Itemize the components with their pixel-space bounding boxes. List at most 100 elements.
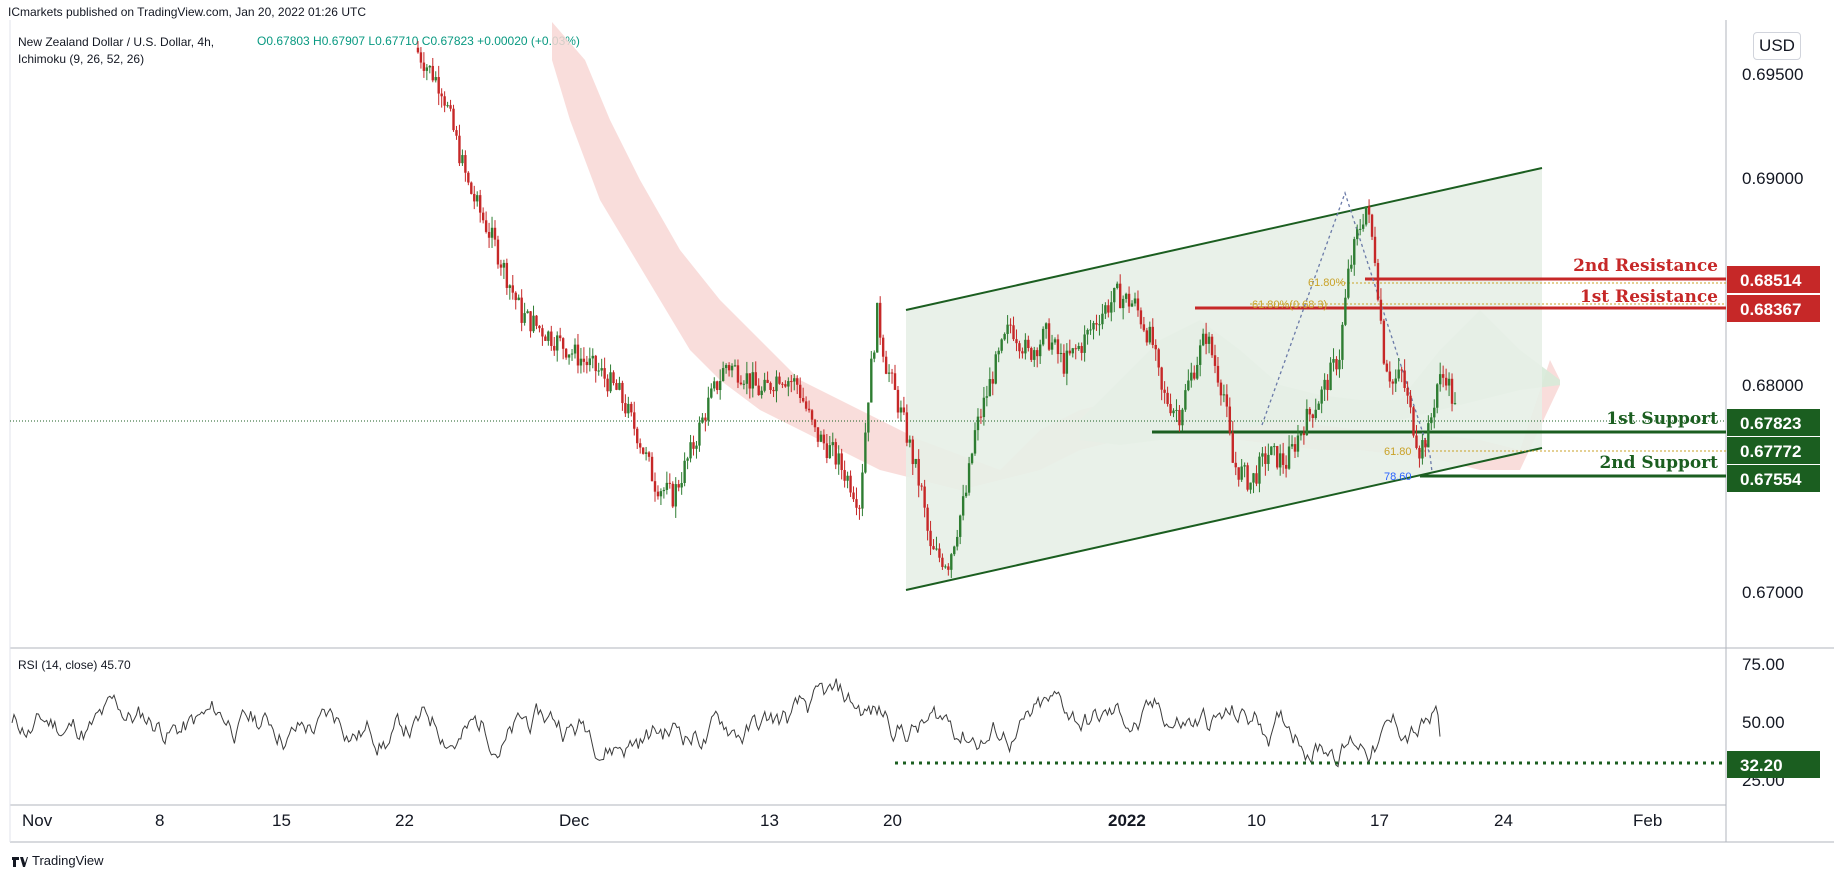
indicator-name: Ichimoku (9, 26, 52, 26): [18, 52, 145, 66]
time-tick-10: 10: [1247, 811, 1266, 830]
candle-body: [1041, 328, 1045, 345]
candle-body: [484, 220, 488, 232]
candle-body: [1000, 339, 1003, 351]
candle-body: [473, 193, 476, 202]
candle-body: [1086, 329, 1089, 335]
candle-body: [793, 378, 796, 382]
candle-body: [564, 348, 568, 358]
candle-body: [1169, 403, 1172, 414]
candle-body: [1207, 336, 1211, 344]
support-1b-badge: [1727, 437, 1820, 464]
candle-body: [757, 385, 760, 396]
candle-body: [1412, 407, 1415, 436]
candle-body: [1210, 336, 1214, 356]
symbol-info: New Zealand Dollar / U.S. Dollar, 4h, Ic…: [18, 34, 214, 68]
candle-body: [662, 489, 666, 492]
candle-body: [520, 297, 523, 323]
candle-body: [455, 130, 458, 136]
candle-body: [1415, 435, 1418, 448]
candle-body: [1148, 326, 1152, 343]
candle-body: [1246, 465, 1249, 490]
candle-body: [538, 325, 541, 329]
time-tick-22: 22: [395, 811, 414, 830]
candle-body: [704, 417, 707, 421]
candle-body: [1065, 350, 1069, 374]
candle-body: [870, 358, 873, 403]
candle-body: [1264, 453, 1267, 464]
candle-body: [1391, 381, 1394, 384]
candle-body: [716, 381, 719, 391]
candle-body: [905, 412, 909, 443]
candle-body: [594, 355, 597, 372]
candle-body: [1409, 395, 1412, 408]
candle-body: [1453, 403, 1457, 405]
candle-body: [724, 365, 728, 369]
candle-body: [1424, 440, 1427, 448]
time-tick-nov: Nov: [22, 811, 53, 830]
candle-body: [1116, 283, 1119, 288]
candle-body: [929, 530, 932, 547]
candle-body: [683, 460, 686, 483]
candle-body: [481, 212, 485, 221]
channel-upper-line: [905, 167, 1543, 311]
candle-body: [680, 482, 683, 488]
candle-body: [947, 566, 950, 570]
tradingview-logo-icon: [12, 856, 28, 867]
candle-body: [1098, 324, 1101, 326]
candle-body: [1038, 344, 1042, 357]
candle-body: [769, 382, 772, 390]
candle-body: [1329, 362, 1332, 391]
candle-body: [1450, 378, 1454, 404]
candle-body: [763, 379, 766, 391]
candle-body: [1234, 462, 1237, 468]
candle-body: [570, 353, 574, 355]
candle-body: [914, 458, 917, 465]
candle-body: [1433, 407, 1436, 418]
time-tick-15: 15: [272, 811, 291, 830]
candle-body: [1059, 352, 1063, 355]
candle-body: [1201, 333, 1205, 346]
candle-body: [650, 456, 654, 482]
candle-body: [1361, 224, 1365, 229]
candle-body: [733, 365, 737, 367]
candle-body: [1166, 392, 1169, 404]
candle-body: [985, 396, 989, 398]
candle-body: [796, 378, 799, 385]
candle-body: [1356, 229, 1359, 240]
candle-body: [1133, 298, 1137, 304]
candle-body: [1175, 409, 1178, 411]
candle-body: [467, 172, 470, 183]
candle-body: [1323, 379, 1326, 390]
candle-body: [1341, 324, 1344, 360]
candle-body: [523, 313, 526, 323]
currency-button[interactable]: USD: [1753, 32, 1801, 60]
candle-body: [630, 403, 633, 413]
candle-body: [1367, 206, 1371, 215]
candle-body: [890, 372, 894, 374]
candle-body: [428, 65, 432, 68]
candle-body: [982, 397, 986, 418]
candle-body: [742, 383, 746, 385]
resistance-1-label: 1st Resistance: [1580, 287, 1718, 307]
candle-body: [446, 105, 449, 107]
candle-body: [434, 77, 437, 81]
candle-body: [1139, 310, 1143, 325]
channel-lower-line: [905, 447, 1543, 591]
candle-body: [526, 311, 529, 314]
candle-body: [1190, 372, 1193, 381]
candle-body: [858, 507, 861, 509]
candle-body: [908, 439, 912, 443]
support-2-value: 0.67554: [1740, 470, 1802, 489]
fib-label-mid: 61.80%(0.68 3): [1252, 299, 1327, 311]
support-1-value: 0.67823: [1740, 414, 1801, 433]
candle-body: [967, 463, 971, 493]
candle-body: [1172, 410, 1175, 414]
candle-body: [1228, 406, 1232, 433]
candle-body: [656, 491, 660, 497]
candle-body: [787, 381, 790, 387]
candle-body: [419, 52, 423, 63]
candle-body: [953, 546, 956, 555]
price-tick-68000: 0.68000: [1742, 376, 1803, 395]
candle-body: [422, 62, 426, 71]
